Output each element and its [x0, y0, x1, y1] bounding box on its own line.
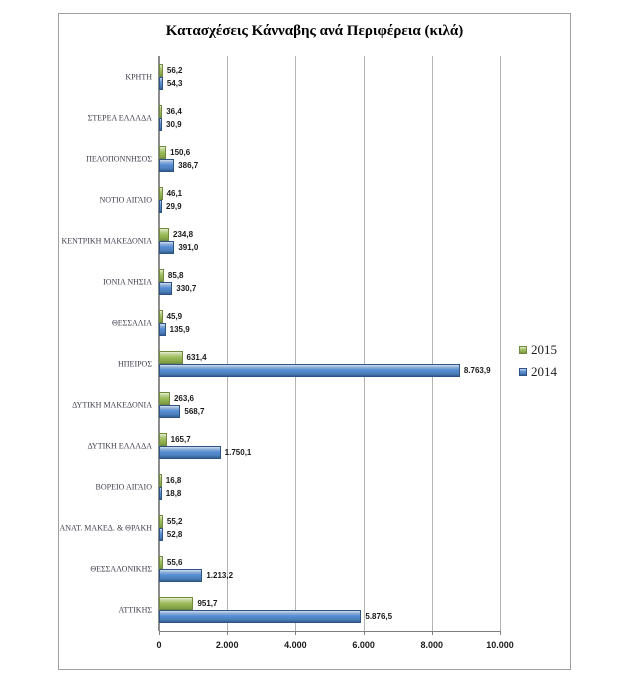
bar-2015 — [159, 104, 163, 118]
value-label-2014: 52,8 — [166, 530, 183, 540]
category-label: ΒΟΡΕΙΟ ΑΙΓΑΙΟ — [95, 482, 153, 492]
axis-tick-mark — [159, 631, 160, 635]
value-label-2014: 5.876,5 — [365, 612, 393, 622]
category-label: ΚΕΝΤΡΙΚΗ ΜΑΚΕΔΟΝΙΑ — [61, 236, 152, 246]
value-label-2014: 391,0 — [178, 242, 199, 252]
value-label-2014: 18,8 — [165, 489, 182, 499]
gridline — [363, 56, 365, 631]
value-label-2014: 568,7 — [184, 407, 205, 417]
value-label-2015: 631,4 — [186, 353, 207, 363]
bar-2014 — [159, 487, 162, 501]
value-label-2014: 386,7 — [178, 160, 199, 170]
category-label: ΚΡΗΤΗ — [125, 72, 152, 82]
category-label: ΑΤΤΙΚΗΣ — [118, 605, 152, 615]
category-label: ΗΠΕΙΡΟΣ — [118, 359, 152, 369]
value-label-2015: 85,8 — [167, 270, 184, 280]
x-axis-line — [159, 631, 500, 632]
legend-label-2014: 2014 — [531, 364, 557, 379]
bar-2014 — [159, 240, 175, 254]
x-tick-label: 4.000 — [284, 640, 307, 650]
bar-2014 — [159, 569, 203, 583]
bar-2014 — [159, 610, 362, 624]
bar-2015 — [159, 268, 164, 282]
bar-2015 — [159, 515, 163, 529]
bar-2014 — [159, 405, 181, 419]
category-label: ΘΕΣΣΑΛΟΝΙΚΗΣ — [90, 564, 152, 574]
axis-tick-mark — [227, 631, 229, 635]
x-tick-label: 10.000 — [486, 640, 514, 650]
bar-2015 — [159, 474, 162, 488]
value-label-2014: 135,9 — [169, 324, 190, 334]
bar-2014 — [159, 199, 163, 213]
category-label: ΙΟΝΙΑ ΝΗΣΙΑ — [103, 277, 152, 287]
legend-item-2015: 2015 — [519, 339, 557, 361]
bar-2014 — [159, 528, 163, 542]
value-label-2015: 46,1 — [166, 188, 183, 198]
bar-2014 — [159, 322, 166, 336]
bar-2014 — [159, 117, 163, 131]
axis-tick-mark — [500, 631, 501, 635]
bar-2015 — [159, 556, 163, 570]
category-label: ΔΥΤΙΚΗ ΕΛΛΑΔΑ — [87, 441, 152, 451]
value-label-2014: 29,9 — [166, 201, 182, 211]
bar-2015 — [159, 433, 167, 447]
value-label-2015: 56,2 — [166, 65, 183, 75]
value-label-2015: 263,6 — [173, 394, 195, 404]
gridline — [431, 56, 433, 631]
value-label-2014: 1.750,1 — [224, 448, 252, 458]
value-label-2015: 150,6 — [170, 147, 191, 157]
gridline — [227, 56, 229, 631]
bar-2015 — [159, 597, 194, 611]
value-label-2014: 1.213,2 — [206, 571, 234, 581]
bar-2015 — [159, 145, 167, 159]
chart-figure: Κατασχέσεις Κάνναβης ανά Περιφέρεια (κιλ… — [58, 13, 571, 670]
category-label: ΣΤΕΡΕΑ ΕΛΛΑΔΑ — [87, 113, 152, 123]
value-label-2015: 45,9 — [166, 311, 183, 321]
legend-swatch-2015 — [519, 346, 527, 354]
value-label-2015: 951,7 — [197, 599, 218, 609]
category-label: ΠΕΛΟΠΟΝΝΗΣΟΣ — [86, 154, 152, 164]
value-label-2015: 55,6 — [166, 558, 183, 568]
value-label-2014: 330,7 — [176, 283, 197, 293]
axis-tick-mark — [295, 631, 297, 635]
bar-2015 — [159, 186, 163, 200]
axis-tick-mark — [431, 631, 433, 635]
legend-swatch-2014 — [519, 368, 527, 376]
value-label-2015: 165,7 — [170, 435, 191, 445]
value-label-2014: 30,9 — [166, 119, 182, 129]
category-label: ΑΝΑΤ. ΜΑΚΕΔ. & ΘΡΑΚΗ — [59, 523, 153, 533]
value-label-2015: 55,2 — [166, 517, 183, 527]
x-tick-label: 8.000 — [420, 640, 444, 650]
value-label-2014: 54,3 — [166, 78, 183, 88]
value-label-2015: 234,8 — [173, 229, 194, 239]
bar-2015 — [159, 392, 170, 406]
plot-area: 0 2.000 4.000 6.000 8.000 10.000 ΚΡΗΤΗ 56,2 54,… — [60, 56, 514, 650]
category-label: ΝΟΤΙΟ ΑΙΓΑΙΟ — [99, 195, 153, 205]
bar-2015 — [159, 351, 183, 365]
legend-item-2014: 2014 — [519, 361, 557, 383]
gridline — [500, 56, 501, 631]
bar-2015 — [159, 63, 163, 77]
category-label: ΘΕΣΣΑΛΙΑ — [112, 318, 152, 328]
bar-2015 — [159, 227, 169, 241]
chart-title: Κατασχέσεις Κάνναβης ανά Περιφέρεια (κιλ… — [165, 23, 464, 39]
bar-2014 — [159, 158, 175, 172]
value-label-2014: 8.763,9 — [463, 366, 491, 376]
bar-2014 — [159, 364, 460, 378]
category-label: ΔΥΤΙΚΗ ΜΑΚΕΔΟΝΙΑ — [72, 400, 152, 410]
category-axis-line — [158, 56, 160, 631]
bar-2014 — [159, 281, 173, 295]
axis-tick-mark — [363, 631, 365, 635]
legend: 2015 2014 — [519, 339, 557, 383]
x-tick-label: 2.000 — [215, 640, 239, 650]
value-label-2015: 36,4 — [166, 106, 182, 116]
x-tick-label: 0 — [156, 640, 162, 650]
x-tick-label: 6.000 — [352, 640, 375, 650]
legend-label-2015: 2015 — [531, 342, 557, 357]
bar-2014 — [159, 76, 163, 90]
bar-2015 — [159, 309, 163, 323]
value-label-2015: 16,8 — [165, 476, 182, 486]
bar-2014 — [159, 446, 221, 460]
gridline — [295, 56, 297, 631]
